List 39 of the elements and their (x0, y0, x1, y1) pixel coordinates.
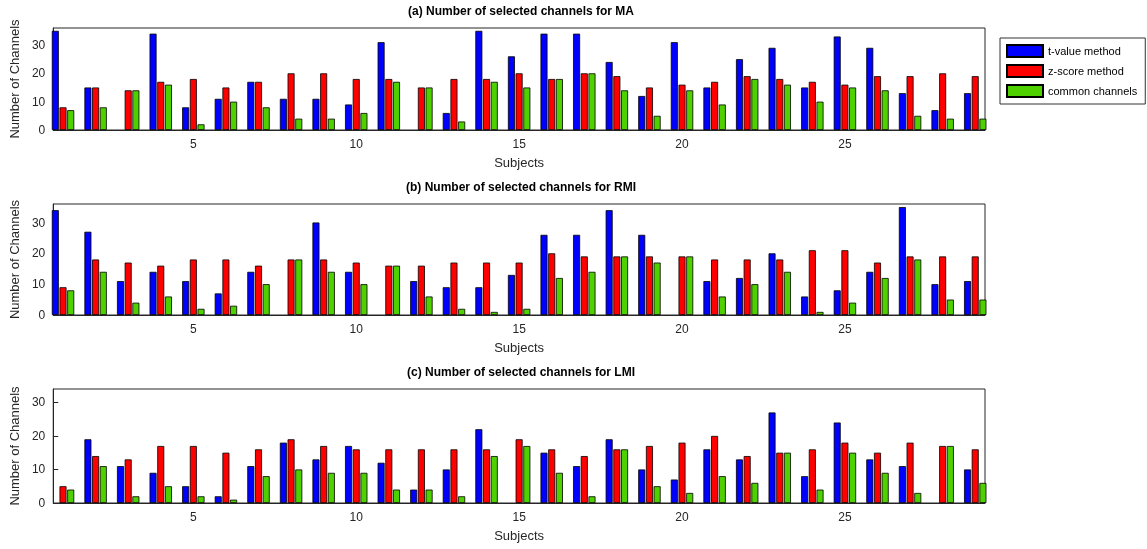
y-tick-label: 0 (38, 123, 46, 137)
y-tick-label: 0 (38, 496, 46, 510)
x-tick-label: 25 (838, 510, 852, 524)
x-tick-label: 5 (189, 322, 197, 336)
x-tick-label: 25 (838, 322, 852, 336)
x-tick-label: 15 (512, 322, 527, 336)
y-tick-label: 30 (31, 395, 46, 410)
y-tick-label: 20 (31, 428, 46, 443)
x-tick-label: 25 (838, 137, 852, 151)
x-axis-title: Subjects (494, 340, 545, 355)
legend-label: t-value method (1048, 45, 1121, 57)
x-tick-label: 5 (189, 510, 197, 524)
y-tick-label: 0 (38, 308, 46, 322)
chart-title: (b) Number of selected channels for RMI (405, 180, 637, 194)
x-tick-label: 20 (675, 510, 690, 524)
y-axis-title: Number of Channels (7, 385, 22, 506)
y-axis-title: Number of Channels (7, 18, 22, 139)
chart-title: (a) Number of selected channels for MA (407, 4, 635, 18)
x-tick-label: 15 (512, 137, 527, 151)
x-axis-title: Subjects (494, 155, 545, 170)
y-tick-label: 10 (31, 277, 46, 292)
x-tick-label: 20 (675, 322, 690, 336)
y-tick-label: 20 (31, 66, 46, 81)
x-tick-label: 5 (189, 137, 197, 151)
y-tick-label: 30 (31, 38, 46, 52)
x-tick-label: 10 (349, 322, 364, 336)
x-tick-label: 10 (349, 510, 364, 524)
y-tick-label: 20 (31, 246, 46, 261)
y-tick-label: 10 (31, 94, 46, 109)
x-tick-label: 15 (512, 510, 527, 524)
y-tick-label: 30 (31, 215, 46, 230)
x-tick-label: 20 (675, 137, 690, 151)
y-axis-title: Number of Channels (7, 199, 22, 320)
legend-label: z-score method (1048, 65, 1124, 77)
x-axis-title: Subjects (494, 528, 545, 543)
legend-label: common channels (1048, 85, 1138, 97)
chart-title: (c) Number of selected channels for LMI (406, 365, 636, 379)
y-tick-label: 10 (31, 462, 46, 477)
x-tick-label: 10 (349, 137, 364, 151)
